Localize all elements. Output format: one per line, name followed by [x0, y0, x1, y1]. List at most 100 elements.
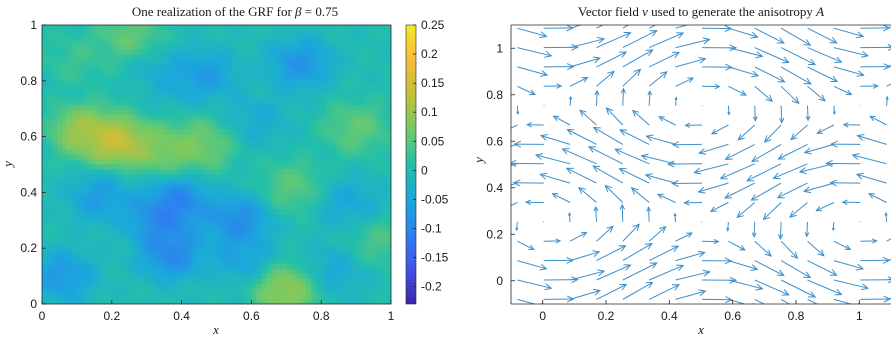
- heatmap-cell: [67, 90, 72, 95]
- heatmap-cell: [52, 90, 57, 95]
- heatmap-cell: [117, 294, 122, 299]
- colorbar-tick-label: 0.15: [421, 76, 445, 90]
- heatmap-cell: [42, 60, 47, 65]
- heatmap-cell: [341, 55, 346, 60]
- heatmap-cell: [97, 160, 102, 165]
- heatmap-cell: [326, 169, 331, 174]
- heatmap-cell: [142, 55, 147, 60]
- heatmap-cell: [261, 299, 266, 304]
- heatmap-cell: [202, 145, 207, 150]
- heatmap-cell: [351, 184, 356, 189]
- heatmap-cell: [351, 110, 356, 115]
- heatmap-cell: [177, 184, 182, 189]
- heatmap-cell: [152, 279, 157, 284]
- heatmap-cell: [72, 179, 77, 184]
- heatmap-cell: [306, 264, 311, 269]
- heatmap-cell: [197, 65, 202, 70]
- heatmap-cell: [87, 299, 92, 304]
- heatmap-cell: [261, 25, 266, 30]
- heatmap-cell: [311, 160, 316, 165]
- heatmap-cell: [331, 254, 336, 259]
- heatmap-cell: [311, 184, 316, 189]
- heatmap-cell: [137, 165, 142, 170]
- heatmap-cell: [122, 234, 127, 239]
- heatmap-cell: [97, 169, 102, 174]
- heatmap-cell: [336, 294, 341, 299]
- heatmap-cell: [311, 90, 316, 95]
- heatmap-cell: [177, 150, 182, 155]
- heatmap-cell: [286, 219, 291, 224]
- heatmap-cell: [127, 55, 132, 60]
- heatmap-cell: [157, 140, 162, 145]
- heatmap-cell: [336, 239, 341, 244]
- heatmap-cell: [291, 45, 296, 50]
- heatmap-cell: [177, 145, 182, 150]
- heatmap-cell: [341, 174, 346, 179]
- heatmap-cell: [97, 219, 102, 224]
- heatmap-cell: [77, 219, 82, 224]
- heatmap-cell: [376, 130, 381, 135]
- heatmap-cell: [271, 35, 276, 40]
- heatmap-cell: [316, 140, 321, 145]
- heatmap-cell: [221, 115, 226, 120]
- heatmap-cell: [187, 90, 192, 95]
- heatmap-cell: [127, 165, 132, 170]
- heatmap-cell: [381, 110, 386, 115]
- heatmap-cell: [351, 135, 356, 140]
- heatmap-cell: [316, 130, 321, 135]
- heatmap-cell: [192, 135, 197, 140]
- heatmap-cell: [316, 115, 321, 120]
- heatmap-cell: [336, 90, 341, 95]
- heatmap-cell: [217, 160, 222, 165]
- heatmap-cell: [122, 204, 127, 209]
- heatmap-cell: [261, 219, 266, 224]
- heatmap-cell: [251, 269, 256, 274]
- heatmap-cell: [127, 25, 132, 30]
- heatmap-cell: [276, 35, 281, 40]
- heatmap-cell: [256, 199, 261, 204]
- heatmap-cell: [127, 219, 132, 224]
- heatmap-cell: [266, 224, 271, 229]
- heatmap-cell: [217, 105, 222, 110]
- heatmap-cell: [241, 229, 246, 234]
- heatmap-cell: [346, 179, 351, 184]
- heatmap-cell: [212, 244, 217, 249]
- heatmap-cell: [371, 174, 376, 179]
- heatmap-cell: [376, 30, 381, 35]
- heatmap-cell: [361, 259, 366, 264]
- heatmap-cell: [127, 249, 132, 254]
- heatmap-cell: [142, 45, 147, 50]
- heatmap-cell: [167, 165, 172, 170]
- heatmap-cell: [366, 145, 371, 150]
- heatmap-cell: [256, 249, 261, 254]
- heatmap-cell: [187, 279, 192, 284]
- heatmap-cell: [42, 269, 47, 274]
- heatmap-cell: [256, 65, 261, 70]
- heatmap-cell: [221, 169, 226, 174]
- heatmap-cell: [386, 25, 391, 30]
- heatmap-cell: [92, 25, 97, 30]
- heatmap-cell: [241, 189, 246, 194]
- heatmap-cell: [202, 90, 207, 95]
- heatmap-cell: [381, 244, 386, 249]
- heatmap-cell: [261, 284, 266, 289]
- heatmap-cell: [266, 100, 271, 105]
- heatmap-cell: [147, 165, 152, 170]
- heatmap-cell: [67, 209, 72, 214]
- heatmap-cell: [217, 150, 222, 155]
- heatmap-cell: [82, 169, 87, 174]
- heatmap-cell: [356, 289, 361, 294]
- heatmap-cell: [142, 184, 147, 189]
- heatmap-cell: [316, 189, 321, 194]
- heatmap-cell: [306, 165, 311, 170]
- heatmap-cell: [336, 234, 341, 239]
- heatmap-cell: [107, 125, 112, 130]
- heatmap-cell: [207, 150, 212, 155]
- heatmap-cell: [147, 244, 152, 249]
- heatmap-cell: [57, 284, 62, 289]
- heatmap-cell: [82, 150, 87, 155]
- heatmap-cell: [197, 169, 202, 174]
- heatmap-cell: [102, 239, 107, 244]
- heatmap-cell: [351, 239, 356, 244]
- heatmap-cell: [376, 80, 381, 85]
